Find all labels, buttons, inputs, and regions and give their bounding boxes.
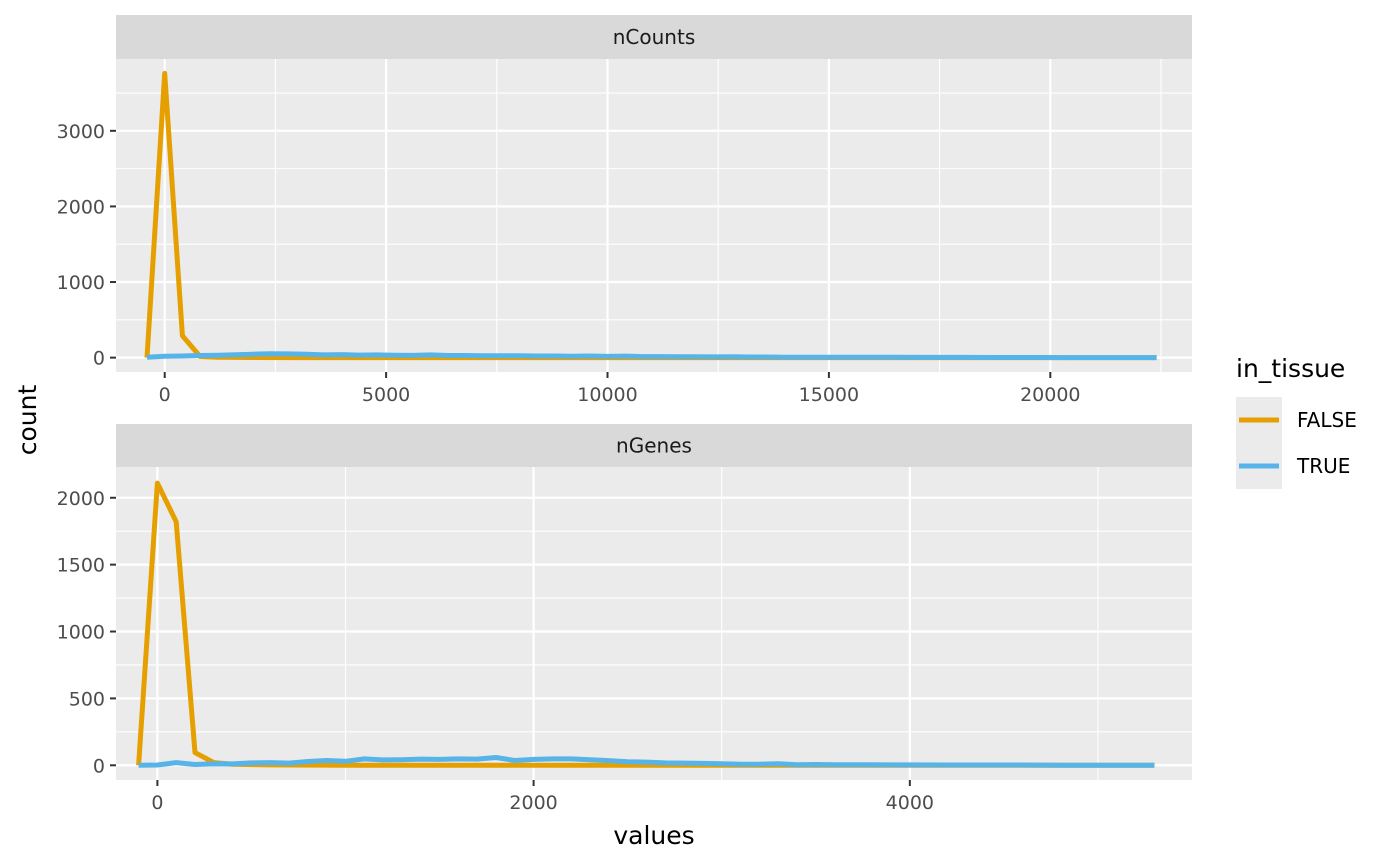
panel-background xyxy=(116,59,1192,372)
series-line-TRUE xyxy=(138,755,1155,768)
legend-label-TRUE: TRUE xyxy=(1296,454,1350,478)
x-tick-label: 0 xyxy=(151,792,163,814)
x-tick-label: 4000 xyxy=(886,792,934,814)
x-axis-title: values xyxy=(613,821,694,850)
x-tick-label: 10000 xyxy=(577,384,637,406)
facet-strip-label: nCounts xyxy=(613,25,696,49)
y-tick-label: 1000 xyxy=(57,272,105,294)
panel-nCounts: nCounts 0 5000 10000 15000 20000 0 1000 2000 3000 xyxy=(57,15,1192,406)
legend-label-FALSE: FALSE xyxy=(1297,408,1357,432)
legend: in_tissue FALSE TRUE xyxy=(1236,354,1357,489)
panel-nGenes: nGenes 0 2000 4000 0 500 1000 1500 2000 xyxy=(57,424,1192,814)
x-tick-label: 20000 xyxy=(1020,384,1080,406)
y-tick-label: 0 xyxy=(93,348,105,370)
series-line-TRUE xyxy=(146,351,1157,361)
y-tick-label: 500 xyxy=(69,688,105,710)
y-tick-label: 1500 xyxy=(57,555,105,577)
x-tick-label: 2000 xyxy=(509,792,557,814)
y-axis-title: count xyxy=(13,385,42,456)
y-tick-label: 0 xyxy=(93,755,105,777)
x-tick-label: 15000 xyxy=(799,384,859,406)
facet-strip xyxy=(116,15,1192,59)
x-tick-label: 0 xyxy=(159,384,171,406)
legend-title: in_tissue xyxy=(1236,354,1345,383)
y-tick-label: 3000 xyxy=(57,121,105,143)
panel-background xyxy=(116,467,1192,780)
facet-strip xyxy=(116,424,1192,467)
y-tick-label: 2000 xyxy=(57,488,105,510)
x-tick-label: 5000 xyxy=(362,384,410,406)
facet-strip-label: nGenes xyxy=(616,434,692,458)
y-tick-label: 2000 xyxy=(57,196,105,218)
y-tick-label: 1000 xyxy=(57,622,105,644)
